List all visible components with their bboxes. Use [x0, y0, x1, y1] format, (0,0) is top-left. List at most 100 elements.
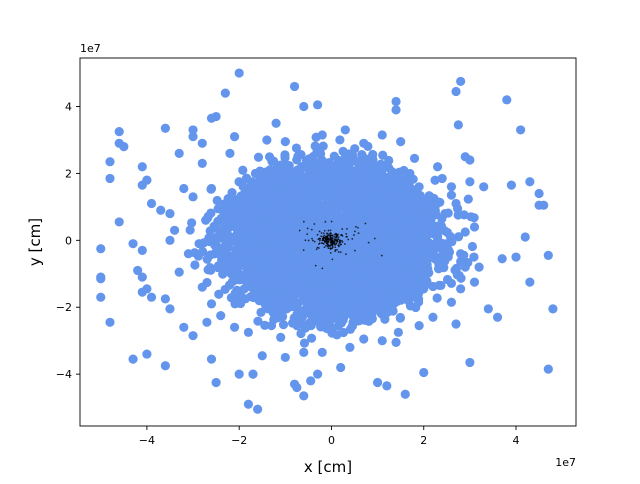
scatter-point [313, 369, 323, 379]
scatter-point [220, 88, 230, 98]
core-point [336, 240, 339, 243]
scatter-point [114, 217, 124, 227]
scatter-point [286, 255, 296, 266]
core-point [325, 240, 328, 242]
scatter-point [310, 243, 320, 253]
scatter-point [392, 229, 402, 239]
scatter-point [238, 259, 248, 270]
scatter-point [387, 292, 397, 303]
core-point [331, 234, 334, 237]
scatter-point [358, 164, 368, 174]
scatter-point [96, 244, 106, 254]
scatter-point [336, 362, 346, 373]
scatter-point [267, 263, 277, 273]
scatter-point [160, 123, 170, 133]
scatter-point [262, 135, 272, 145]
scatter-point [211, 377, 221, 388]
scatter-point [214, 289, 224, 299]
scatter-point [318, 243, 328, 253]
scatter-point [187, 218, 197, 228]
scatter-point [272, 181, 282, 191]
scatter-point [279, 174, 289, 184]
scatter-point [340, 296, 350, 307]
core-point [336, 234, 339, 237]
scatter-point [276, 160, 286, 170]
scatter-point [414, 321, 424, 331]
core-point [329, 229, 332, 232]
scatter-point [325, 214, 335, 224]
scatter-point [137, 245, 147, 255]
scatter-point [311, 272, 321, 282]
scatter-point [278, 243, 288, 253]
core-point [323, 246, 326, 249]
scatter-point [142, 284, 152, 294]
scatter-point [243, 399, 254, 409]
scatter-point [294, 243, 304, 253]
scatter-point [437, 173, 447, 184]
scatter-point [469, 277, 480, 287]
scatter-point [446, 190, 457, 200]
core-point [346, 235, 348, 238]
scatter-point [128, 239, 138, 249]
scatter-point [382, 208, 393, 218]
scatter-point [276, 288, 286, 298]
scatter-point [205, 226, 215, 236]
scatter-point [463, 194, 473, 204]
scatter-point [213, 262, 223, 273]
scatter-point [253, 152, 264, 162]
scatter-point [199, 238, 209, 248]
scatter-point [371, 223, 381, 234]
scatter-point [377, 130, 387, 140]
scatter-point [206, 354, 217, 364]
scatter-point [188, 331, 198, 341]
scatter-point [245, 280, 255, 290]
core-point [335, 239, 338, 241]
core-point [329, 247, 332, 250]
scatter-point [391, 209, 402, 219]
scatter-point [418, 240, 428, 250]
scatter-point [299, 391, 309, 401]
scatter-point [321, 164, 332, 174]
scatter-point [543, 364, 553, 374]
scatter-point [306, 215, 317, 225]
scatter-point [137, 272, 147, 282]
scatter-point [433, 232, 443, 242]
scatter-point [326, 297, 337, 308]
scatter-point [330, 279, 340, 289]
scatter-point [433, 256, 443, 266]
scatter-point [271, 118, 281, 128]
scatter-point [456, 284, 466, 294]
scatter-point [358, 238, 368, 248]
scatter-point [446, 297, 457, 307]
scatter-point [310, 141, 320, 151]
scatter-point [336, 193, 346, 203]
scatter-point [229, 322, 240, 332]
scatter-point [279, 235, 290, 245]
scatter-point [188, 125, 198, 135]
scatter-point [160, 361, 170, 371]
scatter-point [381, 280, 392, 290]
scatter-point [432, 162, 443, 172]
scatter-point [213, 216, 223, 226]
core-point [311, 237, 313, 240]
scatter-point [292, 316, 302, 326]
core-point [306, 227, 309, 230]
scatter-point [389, 252, 399, 262]
scatter-point [318, 322, 328, 332]
core-point [327, 229, 330, 232]
scatter-point [276, 309, 286, 319]
scatter-point [251, 252, 261, 263]
scatter-point [165, 304, 175, 314]
scatter-point [317, 172, 327, 183]
scatter-point [238, 237, 248, 247]
scatter-point [384, 155, 394, 166]
scatter-point [223, 193, 233, 204]
core-point [327, 247, 330, 250]
core-point [332, 239, 334, 242]
scatter-point [419, 367, 429, 378]
scatter-point [202, 213, 213, 223]
scatter-point [246, 224, 256, 234]
scatter-point [405, 301, 415, 311]
scatter-point [114, 127, 124, 137]
scatter-point [363, 141, 373, 152]
